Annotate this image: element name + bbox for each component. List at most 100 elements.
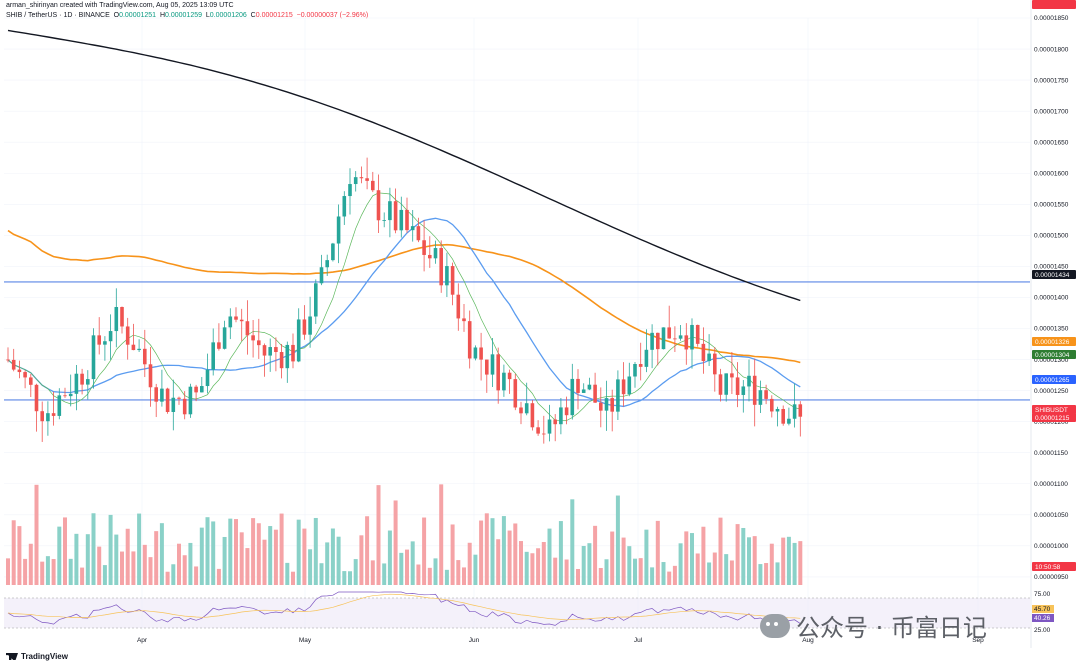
ohlc-line: SHIB / TetherUS · 1D · BINANCE O0.000012… [6, 12, 368, 20]
candle-body [108, 331, 113, 342]
candle-body [621, 379, 626, 395]
candle-body [46, 413, 50, 422]
price-label-bg [1032, 405, 1076, 414]
x-tick-label: Aug [802, 637, 814, 644]
candle-body [325, 260, 329, 268]
price-axis[interactable]: 0.00001850 0.00001800 0.00001750 0.00001700… [1030, 0, 1069, 648]
candle-body [353, 177, 358, 185]
volume-bar [707, 562, 712, 585]
volume-bar [154, 531, 159, 585]
volume-bar [336, 536, 341, 585]
candle-body [51, 413, 56, 416]
volume-bar [610, 531, 615, 585]
volume-bar [256, 523, 261, 585]
y-tick-label: 0.00001850 [1034, 15, 1069, 22]
y-tick-label: 0.00001400 [1034, 295, 1069, 302]
volume-bar [524, 551, 529, 585]
volume-bar [615, 495, 620, 585]
volume-bar [28, 543, 33, 585]
volume-bar [450, 524, 455, 585]
y-tick-label: 0.00001350 [1034, 326, 1069, 333]
volume-bar [376, 485, 381, 585]
candle-body [29, 377, 33, 385]
candle-body [627, 376, 632, 395]
y-tick-label: 0.00001500 [1034, 233, 1069, 240]
candle-body [319, 267, 324, 284]
candle-body [205, 369, 210, 387]
candle-body [701, 343, 706, 362]
x-tick-label: Jul [634, 637, 643, 644]
volume-bar [251, 518, 256, 585]
candle-body [359, 177, 364, 179]
volume-bar [547, 528, 552, 585]
candles[interactable] [6, 157, 803, 444]
volume-bar [245, 548, 250, 585]
candle-body [502, 372, 506, 391]
volume-bar [769, 543, 774, 585]
volume-bar [330, 528, 335, 585]
candle-body [547, 419, 552, 434]
candle-body [752, 375, 757, 405]
time-axis[interactable]: Apr May Jun Jul Aug Sep [137, 637, 984, 644]
volume-bar [553, 557, 558, 585]
candle-body [673, 338, 677, 340]
candle-body [234, 316, 238, 320]
candle-body [382, 220, 386, 221]
volume-bar [23, 558, 28, 585]
rsi-value-label: 40.26 [1034, 615, 1051, 622]
candle-body [291, 344, 295, 362]
volume-bar [268, 526, 273, 585]
low-value: 0.00001206 [209, 12, 247, 19]
candle-body [433, 248, 438, 259]
symbol-label[interactable]: SHIB / TetherUS · 1D · BINANCE [6, 12, 110, 19]
candle-body [781, 408, 785, 424]
volume-bar [393, 500, 398, 585]
volume-bar [712, 552, 717, 585]
moving-averages [7, 29, 801, 421]
rsi-value-label: 75.00 [1034, 591, 1051, 598]
volume-bar [735, 524, 740, 585]
candle-body [165, 388, 170, 412]
price-label-text: 10:50:58 [1035, 564, 1061, 571]
volume-bar [490, 518, 495, 585]
candle-body [257, 340, 261, 346]
volume-bar [262, 539, 267, 585]
candle-body [331, 243, 335, 261]
candle-body [650, 332, 654, 350]
volume-bar [313, 517, 318, 585]
volume-bar [741, 527, 746, 585]
tradingview-text: TradingView [21, 652, 68, 661]
volume-bar [644, 529, 649, 585]
volume-bar [593, 525, 598, 585]
candle-body [188, 386, 193, 415]
volume-bar [102, 565, 107, 585]
candle-body [342, 196, 347, 217]
chart-header: arman_shirinyan created with TradingView… [6, 2, 368, 20]
price-label-bg [1032, 413, 1076, 422]
volume-bar [382, 563, 387, 585]
candle-body [581, 389, 586, 393]
volume-bar [45, 556, 50, 585]
candle-body [684, 335, 689, 350]
candle-body [393, 201, 398, 231]
volume-bar [120, 551, 124, 585]
candle-body [154, 387, 158, 402]
candle-body [787, 418, 791, 424]
candle-body [559, 407, 563, 425]
high-value: 0.00001259 [165, 12, 202, 19]
candle-body [177, 397, 181, 399]
candle-body [644, 349, 649, 367]
candle-body [125, 326, 130, 345]
volume-bar [51, 559, 56, 585]
volume-bar [587, 543, 592, 585]
candle-body [542, 433, 546, 435]
candle-body [63, 395, 67, 397]
volume-bar [530, 553, 535, 585]
candle-body [770, 398, 774, 412]
volume-bar [228, 518, 233, 585]
candle-body [616, 379, 620, 412]
candle-body [68, 393, 73, 397]
close-value: 0.00001215 [255, 12, 293, 19]
y-tick-label: 0.00001450 [1034, 264, 1069, 271]
